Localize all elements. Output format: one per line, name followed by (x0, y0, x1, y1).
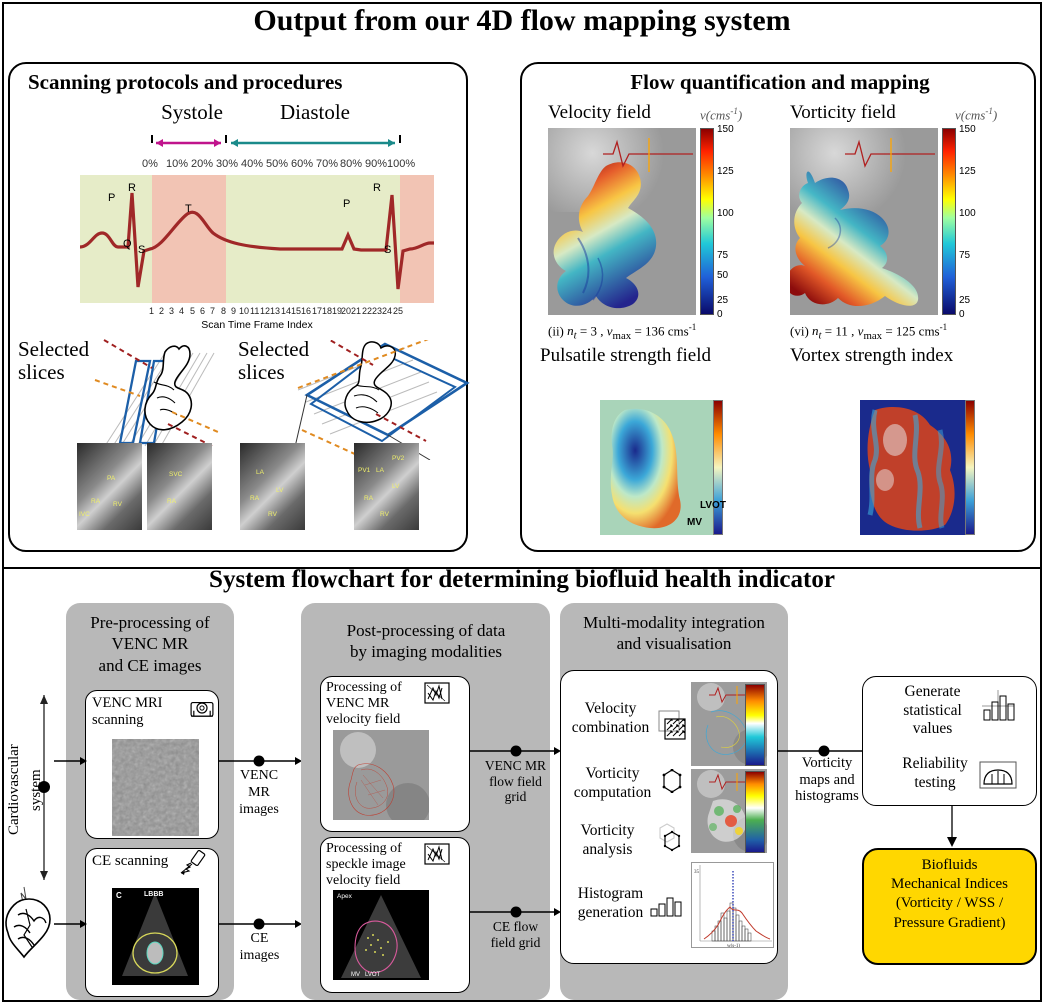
svg-text:35: 35 (694, 870, 700, 875)
svg-text:w(s-1): w(s-1) (727, 944, 740, 948)
